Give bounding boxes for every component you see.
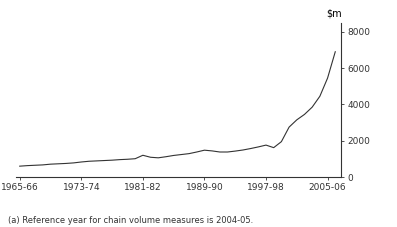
Text: (a) Reference year for chain volume measures is 2004-05.: (a) Reference year for chain volume meas… <box>8 216 253 225</box>
Text: $m: $m <box>326 8 341 18</box>
